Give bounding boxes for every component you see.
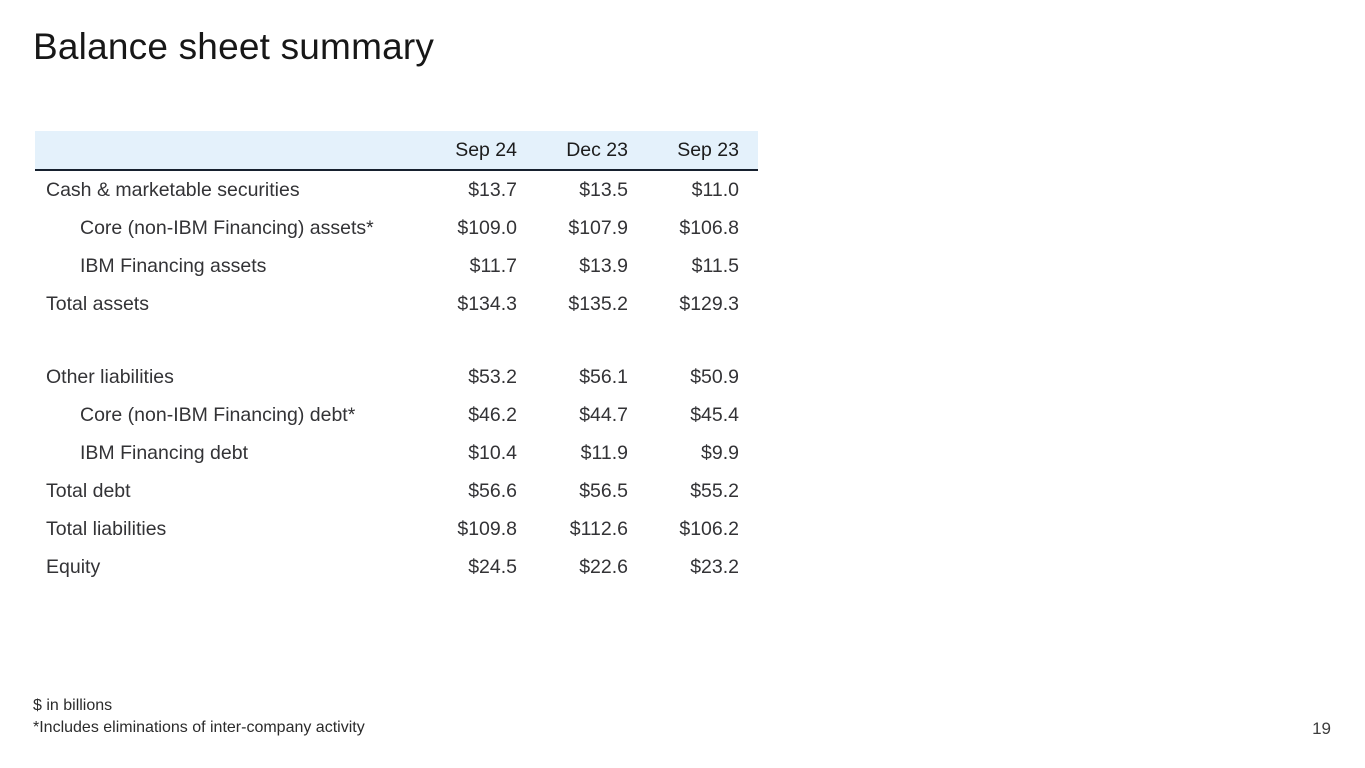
row-value: $46.2 [468, 403, 517, 426]
row-label: IBM Financing debt [80, 441, 249, 464]
table-row: IBM Financing assets $11.7 $13.9 $11.5 [35, 247, 758, 285]
row-value: $56.6 [468, 479, 517, 502]
table-row: Total debt $56.6 $56.5 $55.2 [35, 472, 758, 510]
row-label: Core (non-IBM Financing) assets* [80, 216, 374, 239]
row-value: $134.3 [457, 292, 517, 315]
footnote-asterisk: *Includes eliminations of inter-company … [33, 718, 365, 736]
table-row: Equity $24.5 $22.6 $23.2 [35, 548, 758, 586]
table-row: Core (non-IBM Financing) debt* $46.2 $44.7… [35, 396, 758, 434]
row-value: $23.2 [690, 555, 739, 578]
row-value: $11.7 [469, 254, 517, 277]
row-value: $11.5 [691, 254, 739, 277]
row-label: Core (non-IBM Financing) debt* [80, 403, 356, 426]
row-label: Equity [46, 555, 101, 578]
row-value: $112.6 [569, 517, 628, 540]
row-value: $13.9 [579, 254, 628, 277]
row-label: Total assets [46, 292, 149, 315]
page-title: Balance sheet summary [33, 26, 435, 67]
row-label: Total debt [46, 479, 131, 502]
row-value: $24.5 [468, 555, 517, 578]
row-label: Total liabilities [46, 517, 167, 540]
table-row: Other liabilities $53.2 $56.1 $50.9 [35, 358, 758, 396]
row-value: $106.2 [679, 517, 739, 540]
footnotes: $ in billions *Includes eliminations of … [33, 695, 365, 738]
row-value: $45.4 [690, 403, 739, 426]
table-body: Cash & marketable securities $13.7 $13.5 $1… [35, 171, 758, 586]
row-value: $107.9 [568, 216, 628, 239]
row-label: IBM Financing assets [80, 254, 267, 277]
row-value: $11.0 [691, 178, 739, 201]
row-label: Cash & marketable securities [46, 178, 300, 201]
row-value: $129.3 [679, 292, 739, 315]
balance-sheet-table: Sep 24 Dec 23 Sep 23 Cash & marketable s… [35, 131, 758, 586]
table-row: Total assets $134.3 $135.2 $129.3 [35, 285, 758, 323]
row-value: $135.2 [568, 292, 628, 315]
column-header-sep23: Sep 23 [677, 138, 739, 161]
column-header-dec23: Dec 23 [566, 138, 628, 161]
row-value: $109.0 [457, 216, 517, 239]
row-value: $106.8 [679, 216, 739, 239]
page-number: 19 [1312, 719, 1331, 738]
row-value: $13.7 [468, 178, 517, 201]
row-value: $9.9 [701, 441, 739, 464]
table-header-row: Sep 24 Dec 23 Sep 23 [35, 131, 758, 171]
row-value: $109.8 [457, 517, 517, 540]
row-value: $55.2 [690, 479, 739, 502]
table-row: IBM Financing debt $10.4 $11.9 $9.9 [35, 434, 758, 472]
row-value: $22.6 [579, 555, 628, 578]
row-value: $13.5 [579, 178, 628, 201]
table-spacer-row [35, 323, 758, 358]
row-value: $56.5 [579, 479, 628, 502]
row-label: Other liabilities [46, 365, 174, 388]
row-value: $50.9 [690, 365, 739, 388]
table-row: Cash & marketable securities $13.7 $13.5 $1… [35, 171, 758, 209]
row-value: $11.9 [580, 441, 628, 464]
row-value: $10.4 [468, 441, 517, 464]
row-value: $53.2 [468, 365, 517, 388]
column-header-sep24: Sep 24 [455, 138, 517, 161]
table-row: Core (non-IBM Financing) assets* $109.0 $1… [35, 209, 758, 247]
table-row: Total liabilities $109.8 $112.6 $106.2 [35, 510, 758, 548]
row-value: $56.1 [579, 365, 628, 388]
row-value: $44.7 [579, 403, 628, 426]
footnote-units: $ in billions [33, 697, 113, 714]
